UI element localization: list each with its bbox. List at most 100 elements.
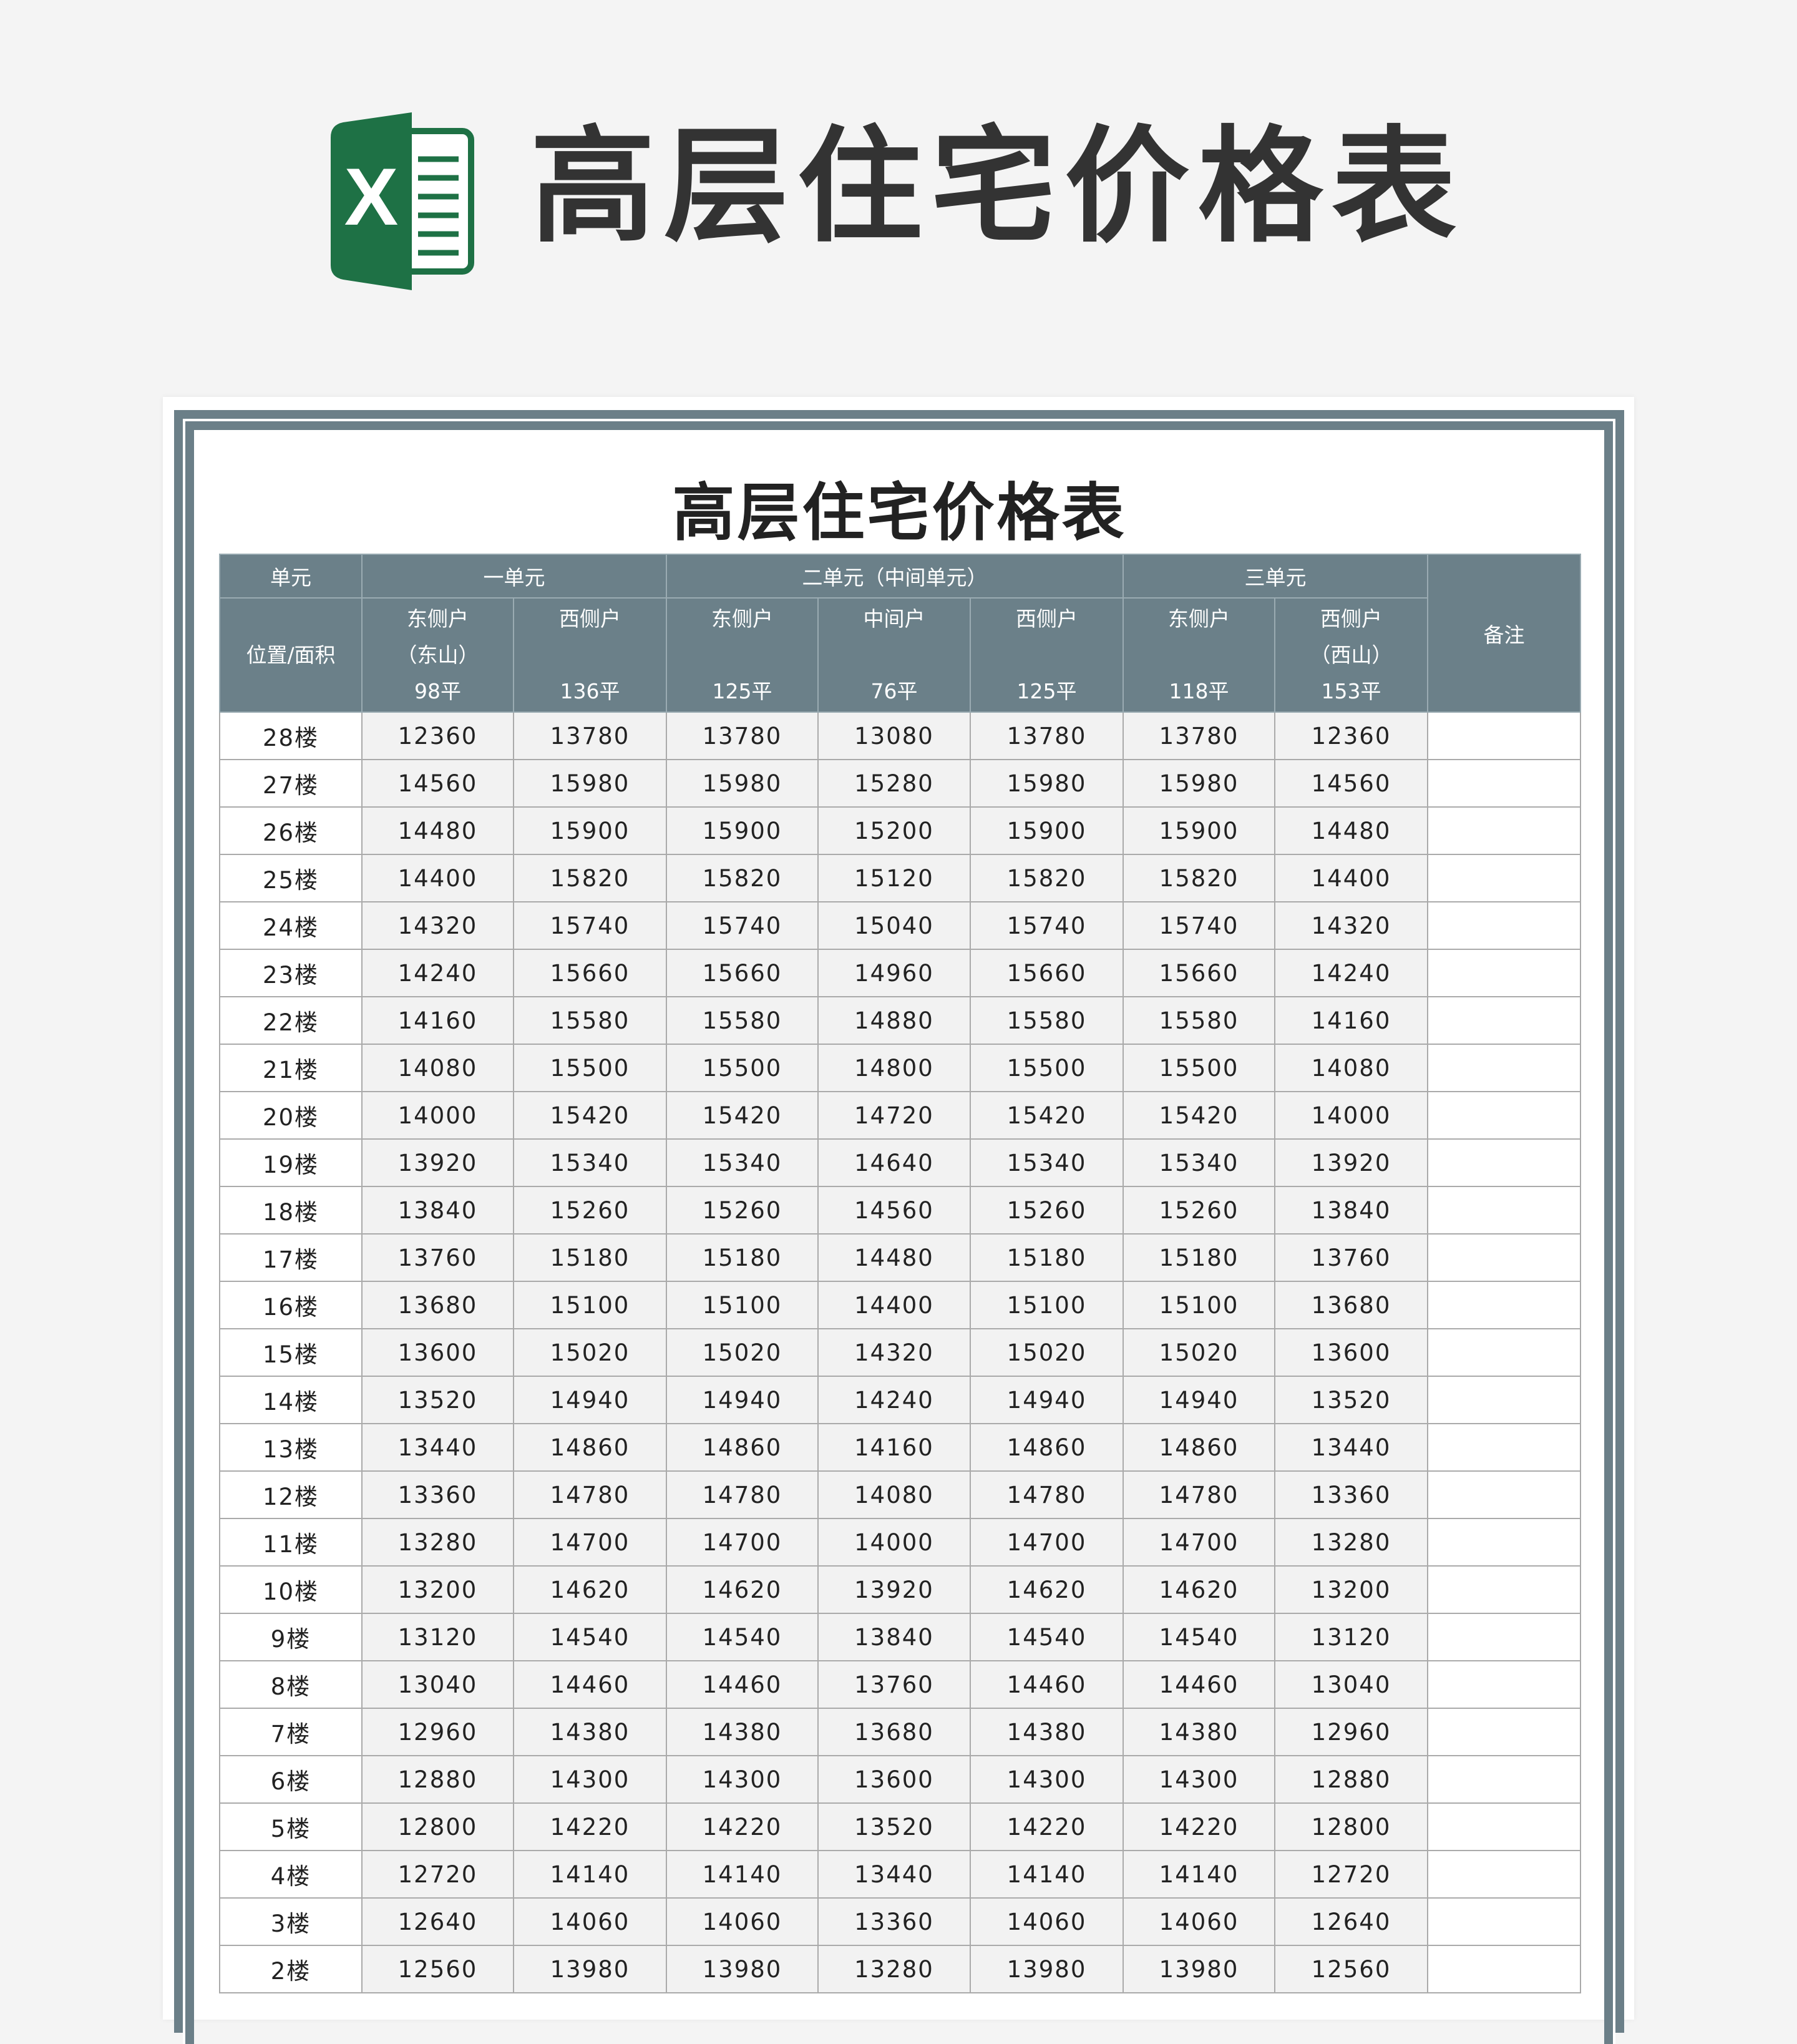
price-cell: 14700 <box>666 1518 819 1567</box>
note-cell[interactable] <box>1427 949 1582 997</box>
price-cell: 14140 <box>513 1850 667 1899</box>
price-cell: 15260 <box>1123 1186 1276 1235</box>
header-unit3: 三单元 <box>1123 554 1429 599</box>
header-column: 西侧户 125平 <box>969 597 1124 713</box>
price-cell: 14380 <box>666 1708 819 1756</box>
note-cell[interactable] <box>1427 1423 1582 1472</box>
note-cell[interactable] <box>1427 1044 1582 1092</box>
note-cell[interactable] <box>1427 1613 1582 1661</box>
price-cell: 14960 <box>817 949 971 997</box>
note-cell[interactable] <box>1427 806 1582 855</box>
column-area: 76平 <box>870 678 918 703</box>
note-cell[interactable] <box>1427 1328 1582 1377</box>
price-cell: 14400 <box>361 854 514 902</box>
price-cell: 13040 <box>361 1660 514 1709</box>
price-cell: 12360 <box>1274 711 1429 760</box>
price-cell: 14240 <box>1274 949 1429 997</box>
price-cell: 15740 <box>1123 901 1276 950</box>
price-cell: 15820 <box>513 854 667 902</box>
note-cell[interactable] <box>1427 1850 1582 1899</box>
note-cell[interactable] <box>1427 996 1582 1045</box>
table-row: 25楼 14400 15820 15820 15120 15820 15820 14400 <box>219 854 1582 902</box>
price-cell: 14860 <box>969 1423 1124 1472</box>
price-cell: 15340 <box>1123 1138 1276 1187</box>
price-cell: 15040 <box>817 901 971 950</box>
note-cell[interactable] <box>1427 1897 1582 1946</box>
price-cell: 13280 <box>817 1945 971 1993</box>
note-cell[interactable] <box>1427 854 1582 902</box>
price-cell: 15580 <box>969 996 1124 1045</box>
table-row: 4楼 12720 14140 14140 13440 14140 14140 12720 <box>219 1850 1582 1899</box>
price-cell: 14460 <box>513 1660 667 1709</box>
note-cell[interactable] <box>1427 1945 1582 1993</box>
floor-cell: 10楼 <box>219 1565 363 1614</box>
table-row: 2楼 12560 13980 13980 13280 13980 13980 12560 <box>219 1945 1582 1993</box>
header-column: 西侧户 136平 <box>513 597 667 713</box>
note-cell[interactable] <box>1427 1091 1582 1140</box>
price-cell: 14060 <box>513 1897 667 1946</box>
svg-text:X: X <box>344 151 399 242</box>
table-row: 9楼 13120 14540 14540 13840 14540 14540 13120 <box>219 1613 1582 1661</box>
note-cell[interactable] <box>1427 901 1582 950</box>
price-cell: 15580 <box>666 996 819 1045</box>
price-cell: 14160 <box>817 1423 971 1472</box>
excel-icon: X <box>331 112 474 290</box>
note-cell[interactable] <box>1427 1138 1582 1187</box>
price-cell: 13680 <box>361 1281 514 1329</box>
note-cell[interactable] <box>1427 1708 1582 1756</box>
price-cell: 14540 <box>666 1613 819 1661</box>
price-cell: 15980 <box>513 759 667 808</box>
price-cell: 13520 <box>817 1802 971 1851</box>
table-row: 10楼 13200 14620 14620 13920 14620 14620 13200 <box>219 1565 1582 1614</box>
price-cell: 13840 <box>817 1613 971 1661</box>
floor-cell: 13楼 <box>219 1423 363 1472</box>
column-sub <box>819 637 970 673</box>
floor-cell: 12楼 <box>219 1470 363 1519</box>
table-row: 8楼 13040 14460 14460 13760 14460 14460 13040 <box>219 1660 1582 1709</box>
price-cell: 13520 <box>1274 1376 1429 1424</box>
price-cell: 14220 <box>513 1802 667 1851</box>
table-row: 28楼 12360 13780 13780 13080 13780 13780 12360 <box>219 711 1582 760</box>
table-row: 3楼 12640 14060 14060 13360 14060 14060 12640 <box>219 1897 1582 1946</box>
price-cell: 13520 <box>361 1376 514 1424</box>
table-title: 高层住宅价格表 <box>672 476 1127 549</box>
note-cell[interactable] <box>1427 1233 1582 1282</box>
column-name: 西侧户 <box>559 606 621 631</box>
floor-cell: 28楼 <box>219 711 363 760</box>
floor-cell: 7楼 <box>219 1708 363 1756</box>
note-cell[interactable] <box>1427 1660 1582 1709</box>
price-cell: 14140 <box>969 1850 1124 1899</box>
note-cell[interactable] <box>1427 1755 1582 1804</box>
header-unit: 单元 <box>219 554 363 599</box>
note-cell[interactable] <box>1427 1281 1582 1329</box>
column-area: 118平 <box>1169 678 1229 703</box>
note-cell[interactable] <box>1427 1565 1582 1614</box>
note-cell[interactable] <box>1427 1518 1582 1567</box>
note-cell[interactable] <box>1427 1470 1582 1519</box>
note-cell[interactable] <box>1427 1376 1582 1424</box>
price-cell: 14540 <box>1123 1613 1276 1661</box>
price-cell: 14860 <box>666 1423 819 1472</box>
floor-cell: 3楼 <box>219 1897 363 1946</box>
note-cell[interactable] <box>1427 1802 1582 1851</box>
price-cell: 13200 <box>361 1565 514 1614</box>
table-row: 16楼 13680 15100 15100 14400 15100 15100 13680 <box>219 1281 1582 1329</box>
price-cell: 13780 <box>1123 711 1276 760</box>
header-column: 东侧户 118平 <box>1123 597 1276 713</box>
price-cell: 14620 <box>1123 1565 1276 1614</box>
column-sub <box>1124 637 1274 673</box>
price-cell: 13280 <box>1274 1518 1429 1567</box>
price-cell: 14380 <box>969 1708 1124 1756</box>
note-cell[interactable] <box>1427 711 1582 760</box>
note-cell[interactable] <box>1427 1186 1582 1235</box>
table-row: 18楼 13840 15260 15260 14560 15260 15260 13840 <box>219 1186 1582 1235</box>
table-row: 23楼 14240 15660 15660 14960 15660 15660 14240 <box>219 949 1582 997</box>
price-cell: 15500 <box>1123 1044 1276 1092</box>
price-cell: 15900 <box>513 806 667 855</box>
price-cell: 14220 <box>1123 1802 1276 1851</box>
note-cell[interactable] <box>1427 759 1582 808</box>
column-name: 中间户 <box>863 606 925 631</box>
price-cell: 14480 <box>1274 806 1429 855</box>
price-cell: 13980 <box>666 1945 819 1993</box>
column-sub: （东山） <box>396 642 479 667</box>
